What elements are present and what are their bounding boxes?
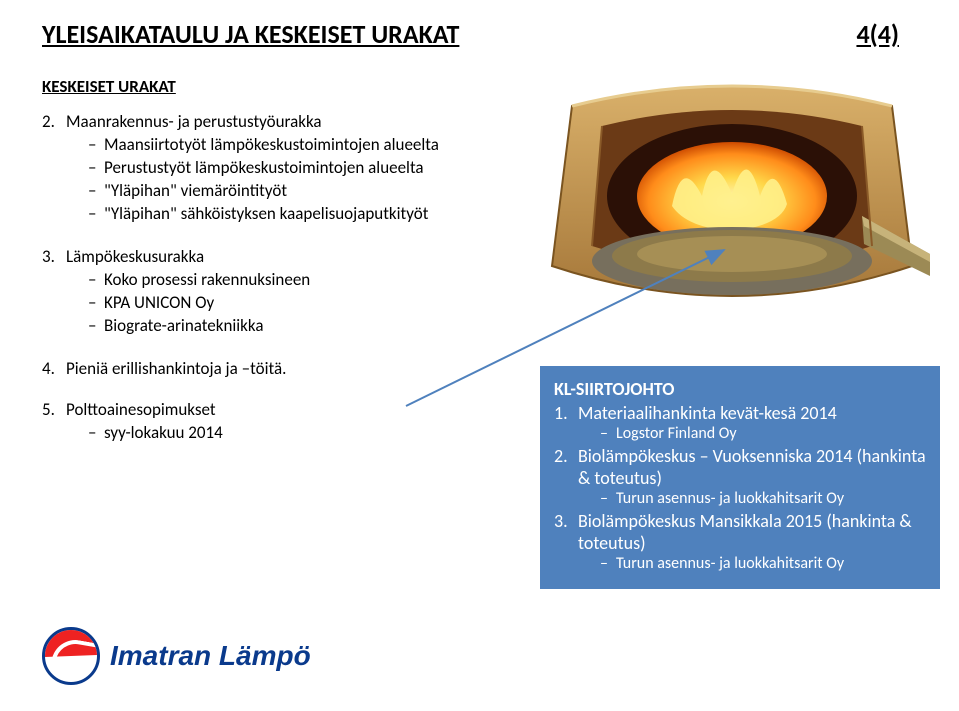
list-item: 4.Pieniä erillishankintoja ja –töitä. xyxy=(42,358,532,379)
right-column: KL-SIIRTOJOHTO 1.Materiaalihankinta kevä… xyxy=(532,76,939,465)
list-subitem: Koko prosessi rakennuksineen xyxy=(88,269,532,292)
list-label: Polttoainesopimukset xyxy=(66,399,216,420)
page-title: YLEISAIKATAULU JA KESKEISET URAKAT xyxy=(42,18,459,50)
bluebox-text: Biolämpökeskus Mansikkala 2015 (hankinta… xyxy=(578,510,926,554)
bluebox-list: 1.Materiaalihankinta kevät-kesä 2014Logs… xyxy=(554,402,926,573)
bluebox-number: 3. xyxy=(554,510,578,554)
list-label: Pieniä erillishankintoja ja –töitä. xyxy=(66,358,286,379)
list-number: 2. xyxy=(42,111,66,132)
list-number: 4. xyxy=(42,358,66,379)
bluebox-number: 2. xyxy=(554,445,578,489)
bluebox-text: Biolämpökeskus – Vuoksenniska 2014 (hank… xyxy=(578,445,926,489)
bluebox-title: KL-SIIRTOJOHTO xyxy=(554,378,926,400)
bluebox-item: 1.Materiaalihankinta kevät-kesä 2014Logs… xyxy=(554,402,926,443)
list-number: 5. xyxy=(42,399,66,420)
list-number: 3. xyxy=(42,246,66,267)
list-item: 5.Polttoainesopimuksetsyy-lokakuu 2014 xyxy=(42,399,532,445)
section-heading: KESKEISET URAKAT xyxy=(42,76,532,97)
bluebox-subitem: Logstor Finland Oy xyxy=(600,424,926,443)
logo-text: Imatran Lämpö xyxy=(110,640,311,672)
list-label: Lämpökeskusurakka xyxy=(66,246,204,267)
list-subitem: "Yläpihan" sähköistyksen kaapelisuojaput… xyxy=(88,203,532,226)
page-number: 4(4) xyxy=(856,18,899,50)
bluebox-subitem: Turun asennus- ja luokkahitsarit Oy xyxy=(600,489,926,508)
list-label: Maanrakennus- ja perustustyöurakka xyxy=(66,111,322,132)
bluebox-text: Materiaalihankinta kevät-kesä 2014 xyxy=(578,402,837,424)
list-subitem: Maansiirtotyöt lämpökeskustoimintojen al… xyxy=(88,134,532,157)
list-subitem: "Yläpihan" viemäröintityöt xyxy=(88,180,532,203)
company-logo: Imatran Lämpö xyxy=(42,627,311,685)
logo-mark-icon xyxy=(42,627,100,685)
list-subitem: KPA UNICON Oy xyxy=(88,292,532,315)
bluebox-item: 3.Biolämpökeskus Mansikkala 2015 (hankin… xyxy=(554,510,926,573)
list-subitem: Biograte-arinatekniikka xyxy=(88,315,532,338)
main-list: 2.Maanrakennus- ja perustustyöurakkaMaan… xyxy=(42,111,532,445)
list-subitem: Perustustyöt lämpökeskustoimintojen alue… xyxy=(88,157,532,180)
list-subitem: syy-lokakuu 2014 xyxy=(88,422,532,445)
bluebox-number: 1. xyxy=(554,402,578,424)
list-item: 2.Maanrakennus- ja perustustyöurakkaMaan… xyxy=(42,111,532,226)
left-column: KESKEISET URAKAT 2.Maanrakennus- ja peru… xyxy=(42,76,532,465)
blue-callout-box: KL-SIIRTOJOHTO 1.Materiaalihankinta kevä… xyxy=(540,366,940,589)
bluebox-item: 2.Biolämpökeskus – Vuoksenniska 2014 (ha… xyxy=(554,445,926,508)
bluebox-subitem: Turun asennus- ja luokkahitsarit Oy xyxy=(600,554,926,573)
furnace-diagram xyxy=(532,76,932,336)
list-item: 3.LämpökeskusurakkaKoko prosessi rakennu… xyxy=(42,246,532,338)
